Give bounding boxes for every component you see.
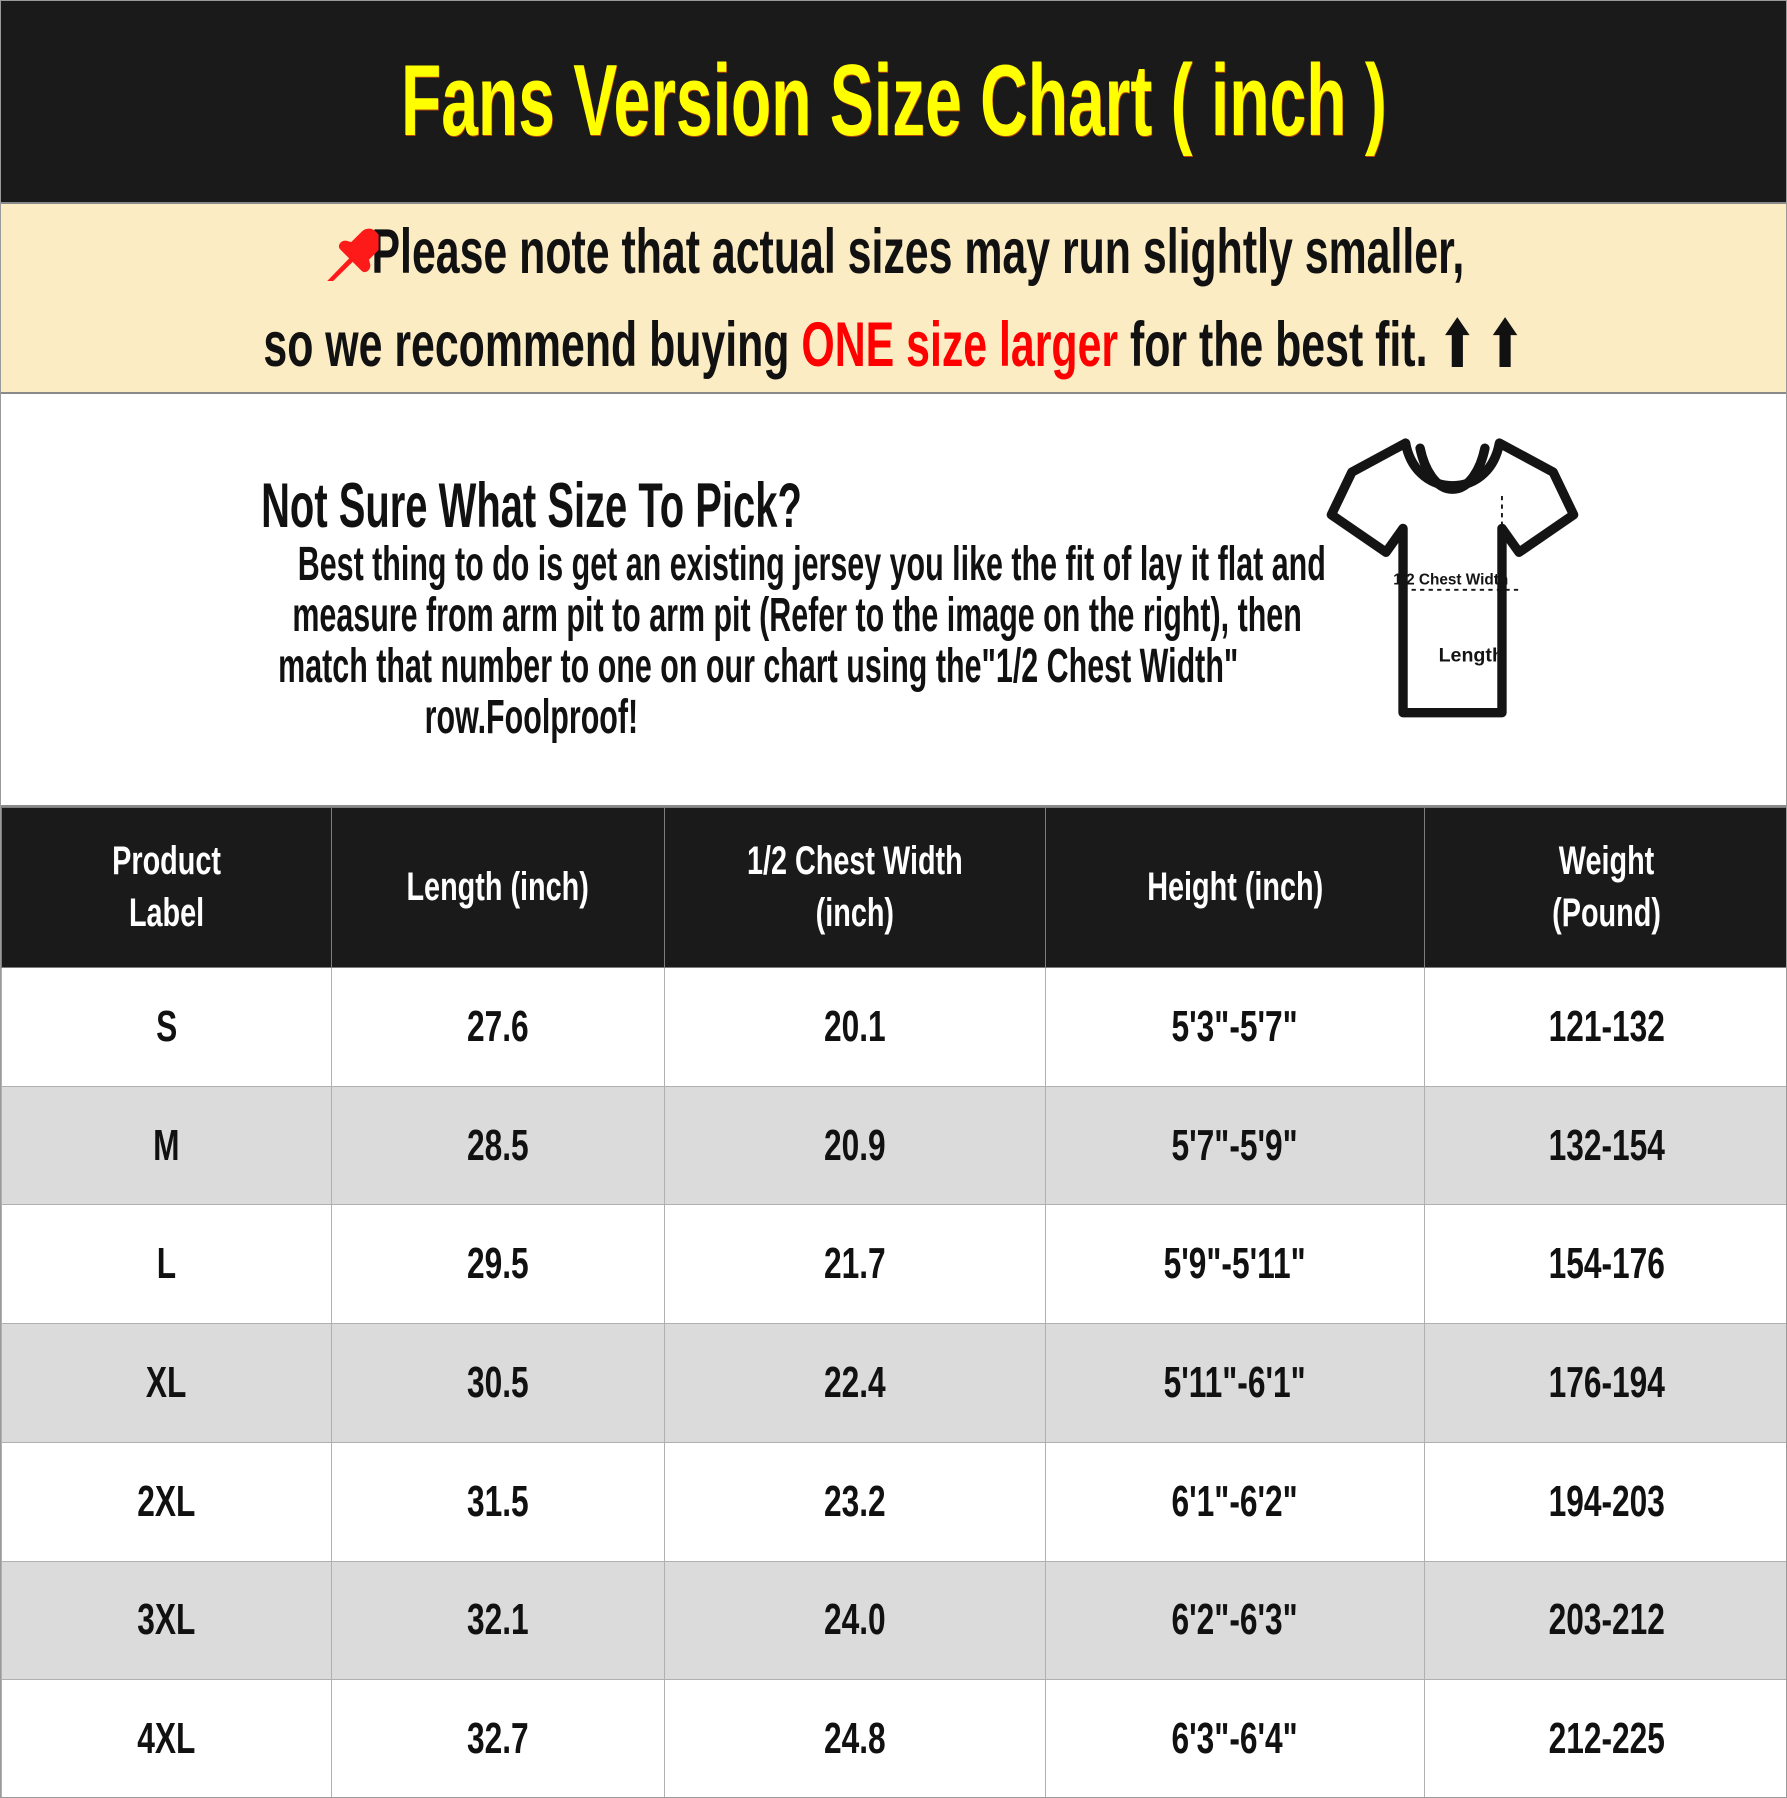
svg-text:Length: Length [1439, 644, 1504, 666]
svg-text:1/2 Chest Width: 1/2 Chest Width [1393, 572, 1508, 589]
